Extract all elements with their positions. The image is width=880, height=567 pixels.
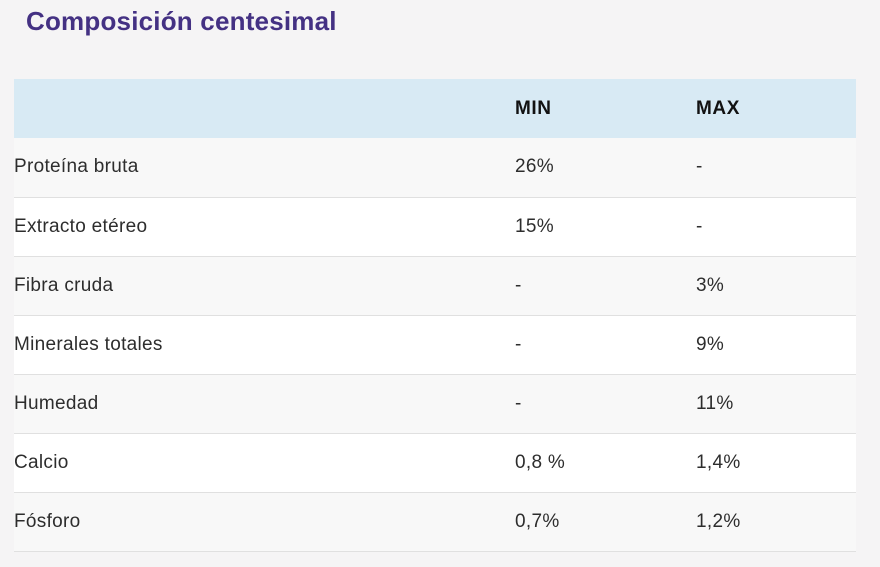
table-row: Fósforo 0,7% 1,2% [14, 492, 856, 551]
composition-table: MIN MAX Proteína bruta 26% - Extracto et… [14, 79, 856, 552]
table-row: Calcio 0,8 % 1,4% [14, 433, 856, 492]
row-label: Fósforo [14, 510, 81, 532]
column-header-max: MAX [696, 97, 741, 119]
table-row: Humedad - 11% [14, 374, 856, 433]
table-body: Proteína bruta 26% - Extracto etéreo 15%… [14, 138, 856, 551]
row-min-value: 26% [515, 156, 554, 178]
row-label: Calcio [14, 451, 69, 473]
row-min-value: - [515, 333, 522, 355]
row-min-value: - [515, 392, 522, 414]
row-min-value: - [515, 274, 522, 296]
row-label: Minerales totales [14, 333, 163, 355]
table-row: Fibra cruda - 3% [14, 256, 856, 315]
column-header-min: MIN [515, 97, 552, 119]
row-label: Extracto etéreo [14, 215, 148, 237]
column-header-component [14, 79, 515, 138]
row-max-value: 11% [696, 392, 734, 414]
row-label: Fibra cruda [14, 274, 114, 296]
row-min-value: 15% [515, 215, 554, 237]
table-row: Minerales totales - 9% [14, 315, 856, 374]
table-row: Proteína bruta 26% - [14, 138, 856, 197]
table-row: Extracto etéreo 15% - [14, 197, 856, 256]
row-max-value: - [696, 156, 703, 178]
table-header-row: MIN MAX [14, 79, 856, 138]
row-label: Proteína bruta [14, 156, 139, 178]
row-max-value: 9% [696, 333, 725, 355]
row-min-value: 0,8 % [515, 451, 566, 473]
page: { "page": { "background_color": "#f5f4f5… [0, 5, 880, 567]
row-min-value: 0,7% [515, 510, 560, 532]
row-max-value: 1,2% [696, 510, 741, 532]
row-max-value: 1,4% [696, 451, 741, 473]
row-label: Humedad [14, 392, 99, 414]
section-title: Composición centesimal [26, 6, 337, 36]
row-max-value: - [696, 215, 703, 237]
row-max-value: 3% [696, 274, 725, 296]
